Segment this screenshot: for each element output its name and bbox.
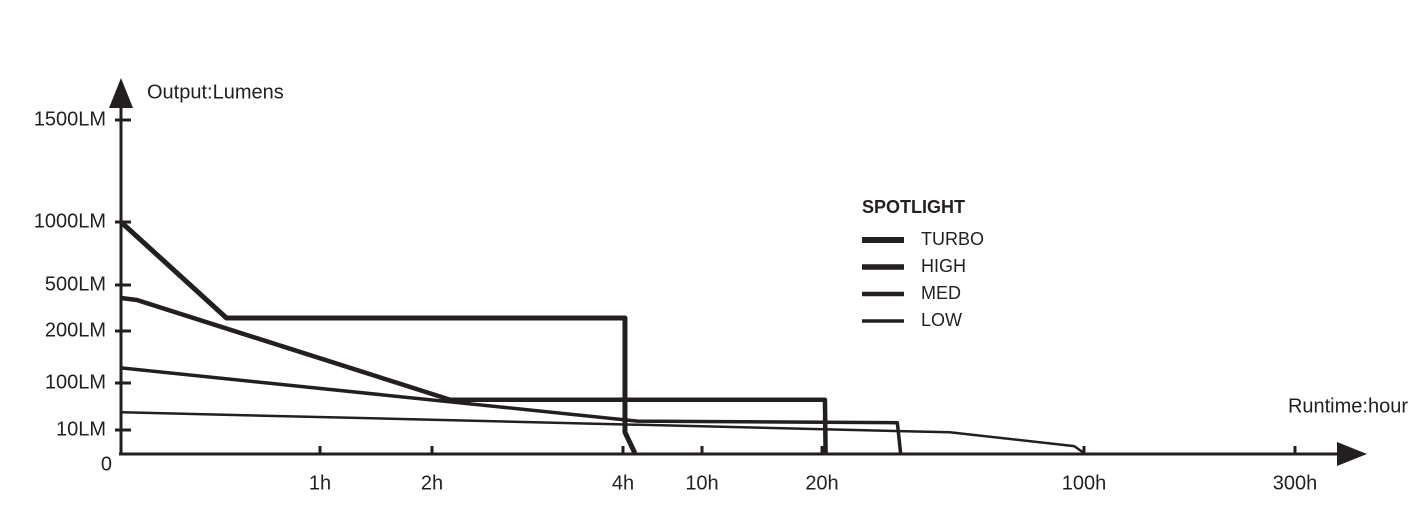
x-tick-label: 4h [612, 472, 634, 494]
legend-label: MED [921, 283, 961, 303]
y-tick-label: 1000LM [34, 210, 106, 232]
y-tick-label: 10LM [56, 418, 106, 440]
series-line [119, 220, 638, 455]
y-axis-label: Output:Lumens [147, 81, 284, 103]
series-line [120, 410, 1085, 455]
y-tick-label: 100LM [45, 371, 106, 393]
x-tick-label: 2h [421, 472, 443, 494]
legend-title: SPOTLIGHT [862, 197, 965, 217]
x-arrow [1337, 442, 1367, 466]
series-line [120, 366, 903, 454]
x-axis-label: Runtime:hour [1288, 395, 1408, 417]
y-arrow [109, 78, 133, 108]
legend-label: LOW [921, 310, 962, 330]
x-tick-label: 100h [1062, 472, 1107, 494]
y-tick-label: 0 [101, 453, 112, 475]
x-tick-label: 300h [1273, 472, 1318, 494]
legend-label: TURBO [921, 229, 984, 249]
x-tick-label: 1h [309, 472, 331, 494]
y-tick-label: 200LM [45, 319, 106, 341]
x-tick-label: 20h [805, 472, 838, 494]
legend-label: HIGH [921, 256, 966, 276]
x-tick-label: 10h [685, 472, 718, 494]
series-line [120, 295, 828, 454]
y-tick-label: 1500LM [34, 108, 106, 130]
y-tick-label: 500LM [45, 273, 106, 295]
axes [109, 78, 1367, 466]
